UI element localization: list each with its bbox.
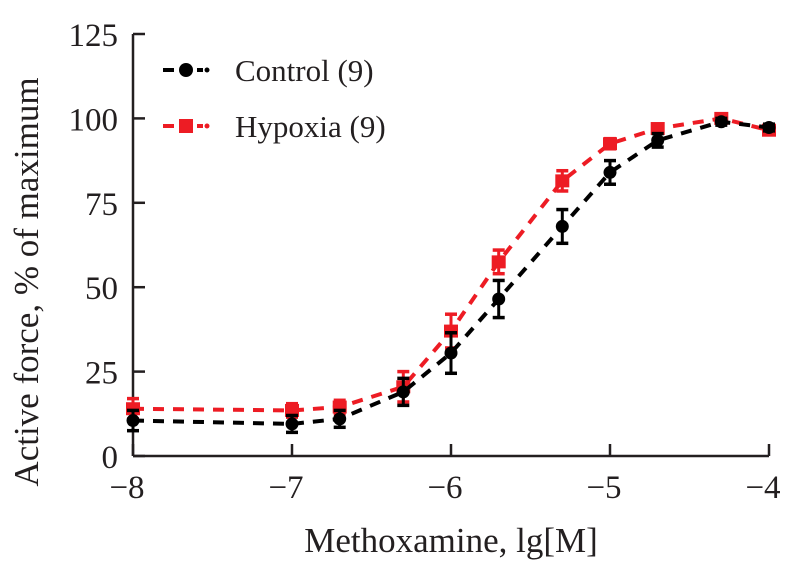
data-point bbox=[491, 255, 506, 269]
data-point bbox=[714, 115, 728, 129]
legend-label: Hypoxia (9) bbox=[235, 109, 386, 144]
data-point bbox=[492, 292, 506, 306]
x-tick-label: −4 bbox=[745, 470, 780, 506]
series-control bbox=[126, 115, 776, 435]
y-tick-label: 0 bbox=[102, 440, 119, 476]
x-tick-label: −8 bbox=[109, 470, 144, 506]
x-axis-label: Methoxamine, lg[M] bbox=[304, 521, 598, 560]
data-point bbox=[555, 219, 569, 233]
y-tick-label: 75 bbox=[85, 187, 118, 223]
data-point bbox=[396, 385, 410, 399]
series-line bbox=[132, 119, 770, 426]
data-point bbox=[126, 414, 140, 428]
legend-item: Control (9) bbox=[163, 53, 374, 88]
legend-item: Hypoxia (9) bbox=[163, 109, 386, 144]
x-tick-label: −6 bbox=[427, 470, 462, 506]
data-point bbox=[555, 174, 570, 188]
y-tick-label: 125 bbox=[69, 18, 119, 54]
data-point bbox=[603, 165, 617, 179]
x-tick-label: −5 bbox=[586, 470, 621, 506]
legend-marker bbox=[179, 119, 193, 133]
axes: 0 25 50 75 100 125 −8 −7 −6 −5 −4 bbox=[69, 18, 781, 506]
data-point bbox=[603, 137, 617, 151]
data-point bbox=[285, 417, 299, 431]
legend-marker bbox=[179, 63, 193, 77]
data-point bbox=[444, 346, 458, 360]
data-point bbox=[762, 121, 776, 135]
x-tick-label: −7 bbox=[268, 470, 303, 506]
data-point bbox=[651, 133, 665, 147]
data-point bbox=[650, 122, 665, 136]
y-tick-label: 50 bbox=[85, 271, 118, 307]
y-axis-label: Active force, % of maximum bbox=[7, 77, 46, 486]
legend-label: Control (9) bbox=[235, 53, 374, 88]
data-point bbox=[285, 403, 299, 417]
y-tick-label: 100 bbox=[69, 102, 119, 138]
data-point bbox=[333, 412, 347, 426]
legend: Control (9) Hypoxia (9) bbox=[163, 53, 386, 144]
y-tick-label: 25 bbox=[85, 356, 118, 392]
